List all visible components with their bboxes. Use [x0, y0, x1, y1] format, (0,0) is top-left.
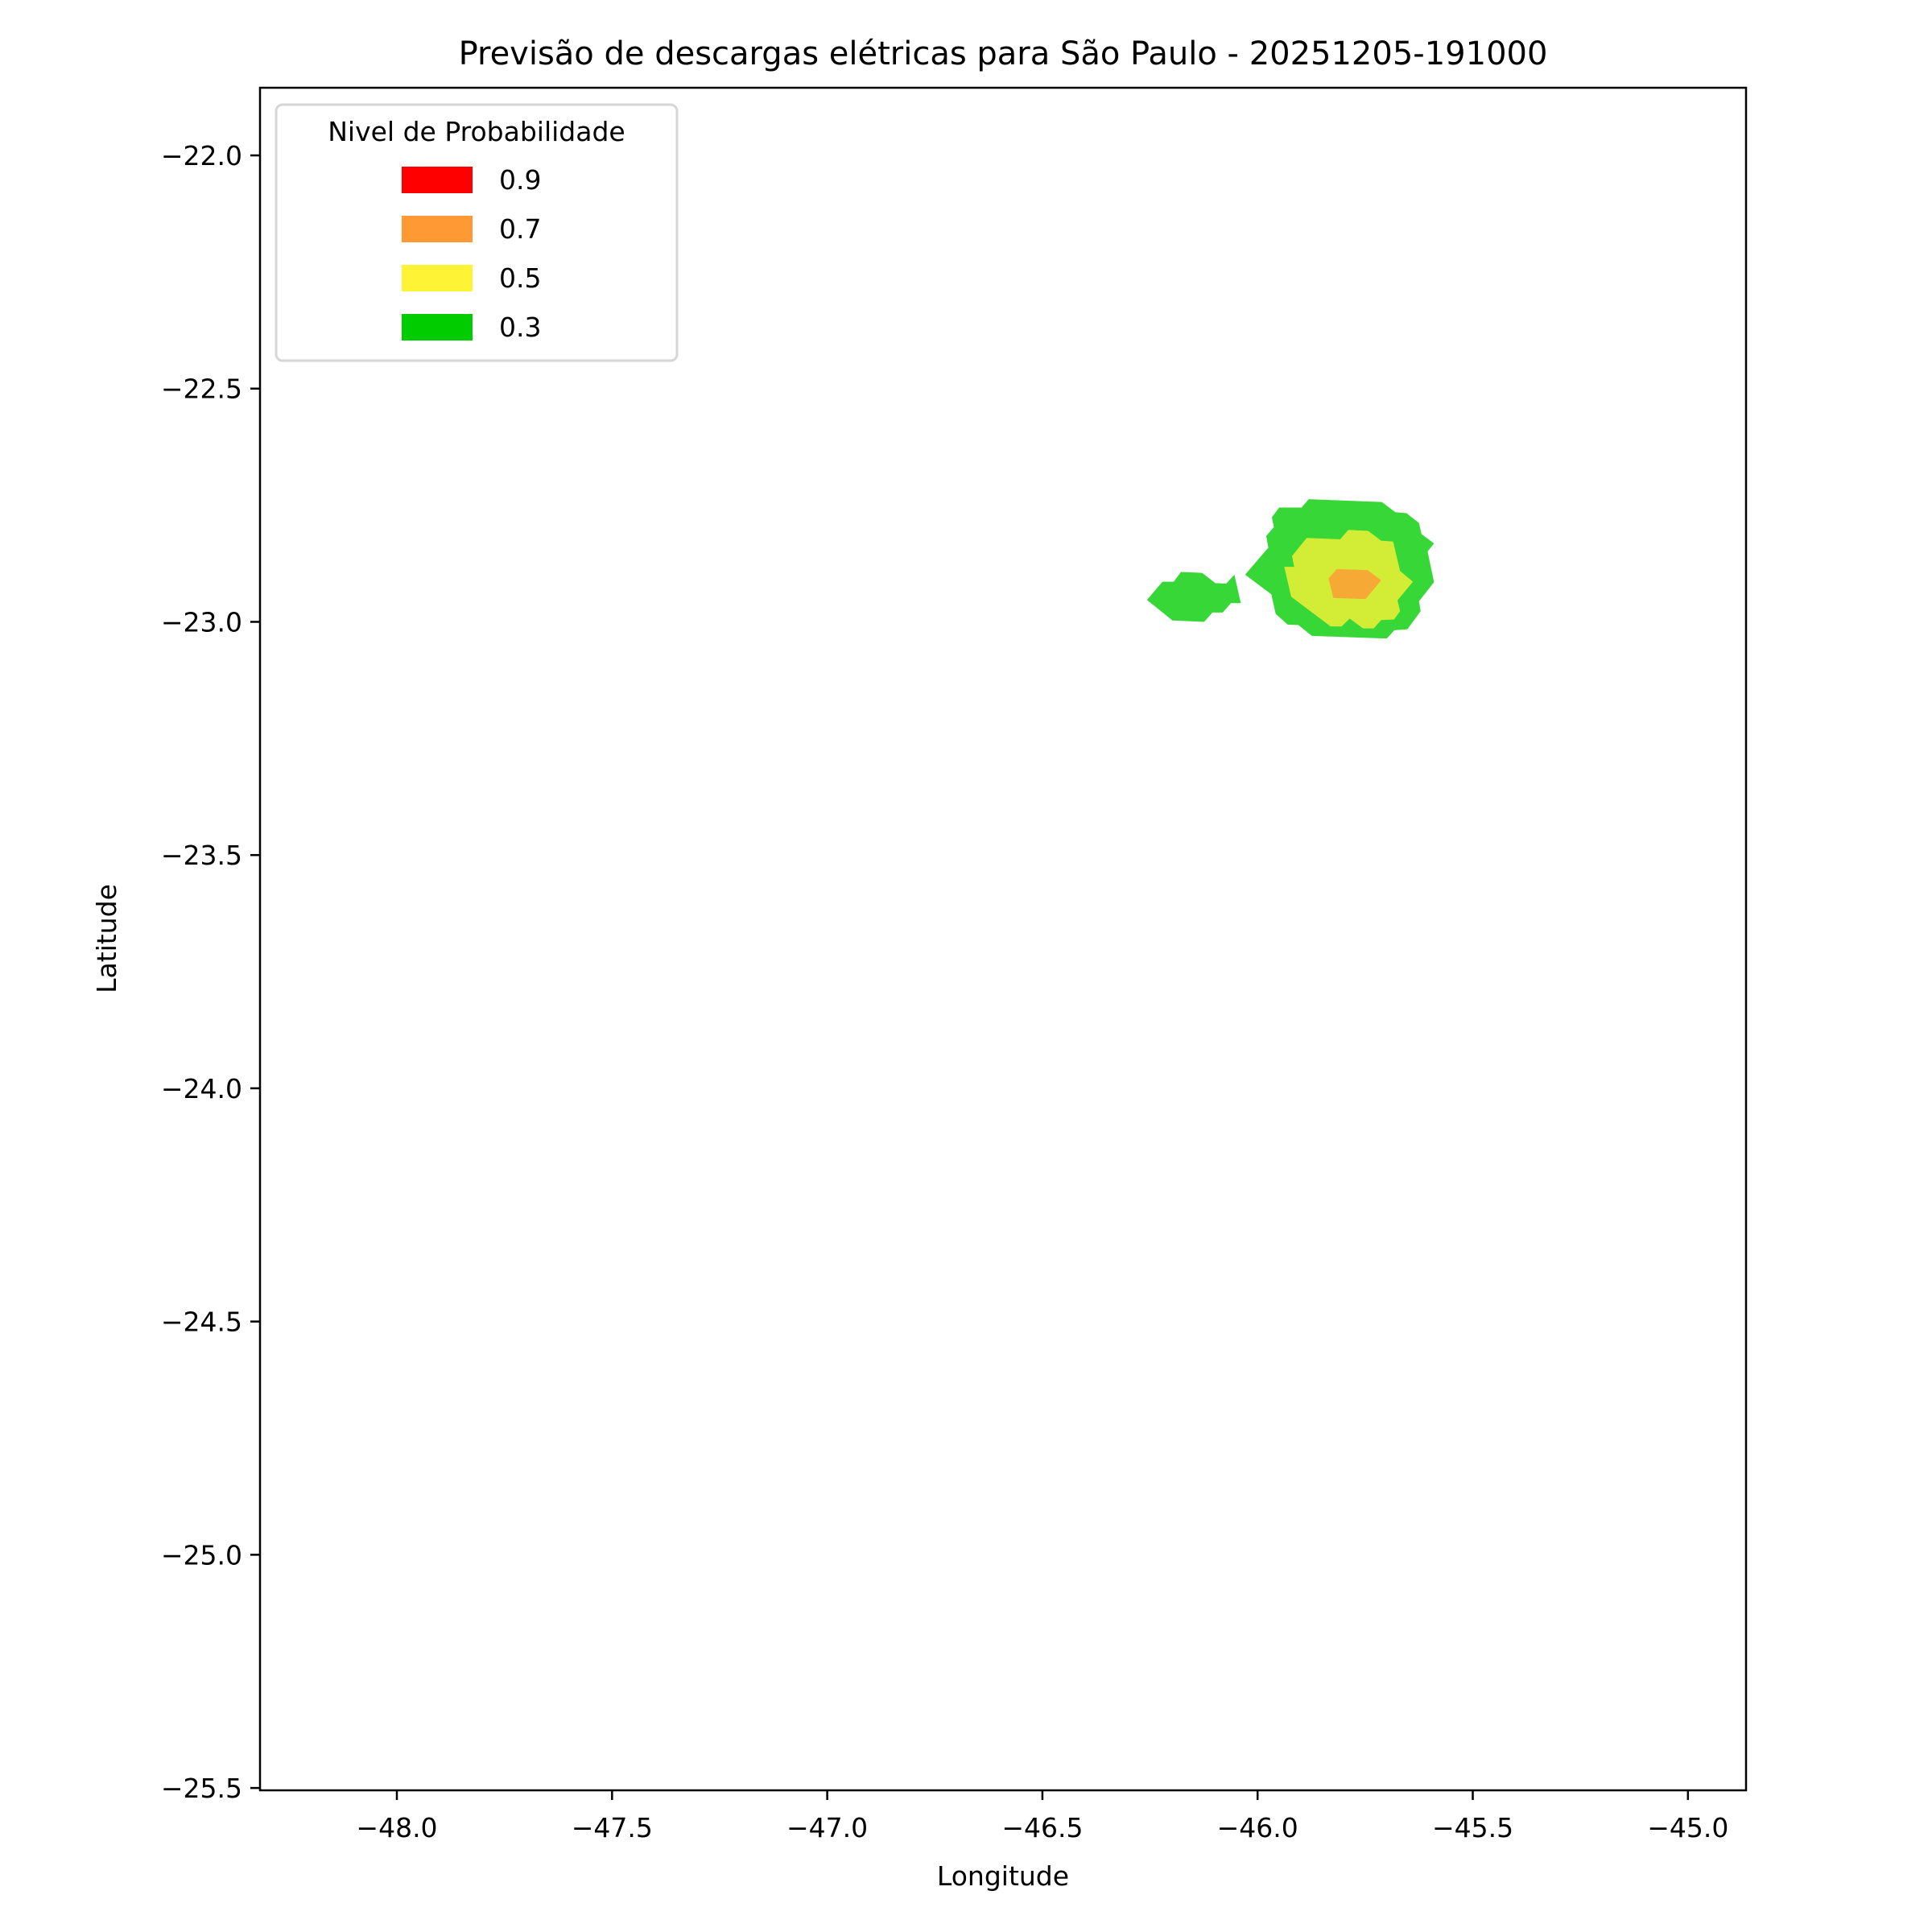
legend: Nivel de Probabilidade 0.9 0.7 0.5 0.3 [275, 103, 679, 362]
x-tick-label: −48.0 [356, 1812, 437, 1843]
contour-regions [1146, 499, 1435, 639]
x-axis: −48.0 −47.5 −47.0 −46.5 −46.0 −45.5 −45.0 [356, 1790, 1728, 1843]
y-axis-label: Latitude [91, 884, 122, 993]
x-tick-label: −46.5 [1001, 1812, 1083, 1843]
y-tick-label: −25.5 [161, 1773, 242, 1804]
legend-swatch [402, 167, 473, 193]
contour-region-0.3 [1146, 572, 1241, 622]
y-tick-label: −24.5 [161, 1307, 242, 1338]
axes-frame [258, 86, 1748, 1792]
y-tick-label: −25.0 [161, 1539, 242, 1571]
y-tick-label: −23.0 [161, 606, 242, 638]
legend-label: 0.5 [499, 262, 541, 294]
legend-swatch [402, 265, 473, 291]
y-tick-label: −24.0 [161, 1073, 242, 1104]
x-tick-label: −45.0 [1647, 1812, 1728, 1843]
legend-box [275, 103, 679, 362]
x-tick-label: −47.5 [572, 1812, 653, 1843]
x-tick-label: −46.0 [1217, 1812, 1298, 1843]
contour-region-0.7 [1328, 569, 1381, 600]
x-tick-label: −45.5 [1432, 1812, 1513, 1843]
y-tick-label: −23.5 [161, 840, 242, 871]
legend-label: 0.3 [499, 312, 541, 343]
y-tick-label: −22.0 [161, 140, 242, 171]
chart-title: Previsão de descargas elétricas para São… [459, 35, 1548, 72]
legend-swatch [402, 216, 473, 242]
y-tick-label: −22.5 [161, 374, 242, 405]
legend-swatch [402, 314, 473, 341]
y-axis: −22.0 −22.5 −23.0 −23.5 −24.0 −24.5 −25.0 −25.5 [161, 140, 260, 1804]
x-axis-label: Longitude [937, 1860, 1069, 1892]
legend-title: Nivel de Probabilidade [328, 116, 625, 147]
x-tick-label: −47.0 [786, 1812, 868, 1843]
legend-label: 0.9 [499, 164, 541, 196]
legend-label: 0.7 [499, 213, 541, 245]
